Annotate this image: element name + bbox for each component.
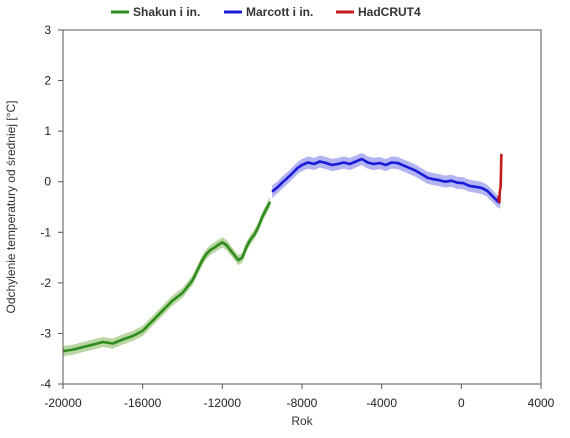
x-axis: -20000 -16000 -12000 -8000 -4000 0 4000	[44, 384, 555, 410]
y-tick-label: -1	[40, 225, 51, 239]
x-tick-label: -8000	[287, 396, 318, 410]
series-line-2	[496, 153, 503, 204]
legend: Shakun i in. Marcott i in. HadCRUT4	[111, 5, 421, 19]
legend-label-0: Shakun i in.	[133, 5, 200, 19]
legend-label-2: HadCRUT4	[358, 5, 421, 19]
x-tick-label: -16000	[124, 396, 162, 410]
y-tick-label: -4	[40, 377, 51, 391]
x-tick-label: -4000	[366, 396, 397, 410]
y-tick-label: -3	[40, 326, 51, 340]
legend-label-1: Marcott i in.	[246, 5, 313, 19]
x-tick-label: 0	[458, 396, 465, 410]
x-tick-label: 4000	[528, 396, 555, 410]
series-lines	[62, 153, 503, 353]
series-line-0	[62, 201, 272, 353]
y-axis: 3 2 1 0 -1 -2 -3 -4	[40, 23, 63, 391]
y-tick-label: -2	[40, 276, 51, 290]
series-band-1	[272, 152, 501, 209]
series-line-1	[271, 157, 501, 205]
y-tick-label: 2	[44, 74, 51, 88]
x-tick-label: -20000	[44, 396, 82, 410]
y-tick-label: 3	[44, 23, 51, 37]
y-axis-title: Odchylenie temperatury od średniej [°C]	[4, 101, 18, 314]
x-tick-label: -12000	[204, 396, 242, 410]
y-tick-label: 1	[44, 124, 51, 138]
series-band-0	[63, 196, 271, 357]
x-axis-title: Rok	[291, 414, 313, 428]
y-tick-label: 0	[44, 175, 51, 189]
